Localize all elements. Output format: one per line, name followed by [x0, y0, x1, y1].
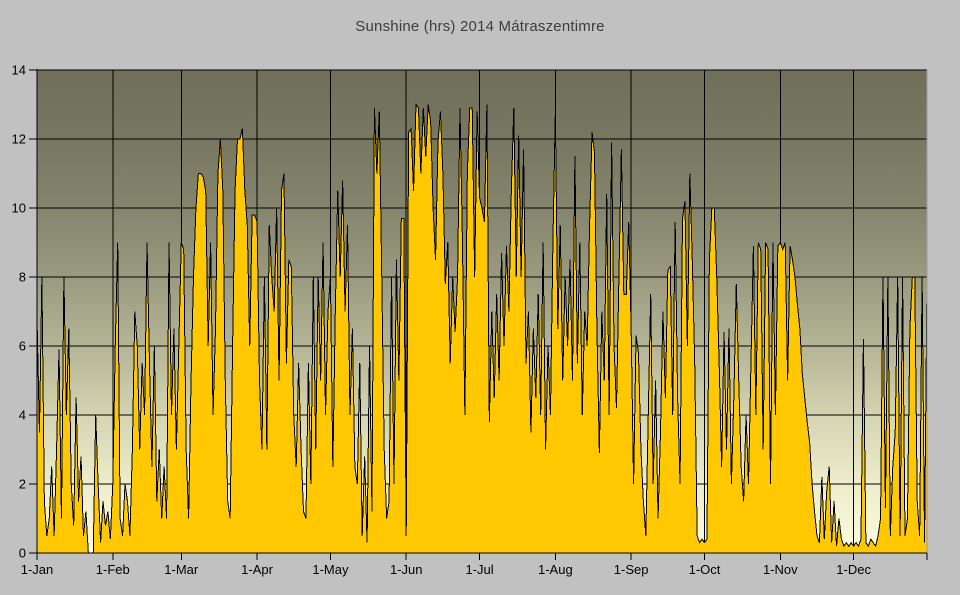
- x-axis-label: 1-Jan: [21, 562, 54, 577]
- x-axis-label: 1-Dec: [836, 562, 871, 577]
- x-axis-label: 1-Jun: [390, 562, 423, 577]
- x-axis-label: 1-Jul: [465, 562, 493, 577]
- y-axis-label: 8: [19, 270, 26, 285]
- x-axis-label: 1-Nov: [763, 562, 798, 577]
- sunshine-area-series: [36, 102, 928, 554]
- x-axis-label: 1-Oct: [689, 562, 721, 577]
- x-axis-label: 1-Apr: [241, 562, 273, 577]
- y-axis-label: 6: [19, 339, 26, 354]
- x-axis-label: 1-Aug: [538, 562, 573, 577]
- x-axis-label: 1-Mar: [164, 562, 199, 577]
- x-axis-label: 1-Feb: [96, 562, 130, 577]
- x-axis-label: 1-Sep: [614, 562, 649, 577]
- y-axis-label: 14: [12, 63, 26, 78]
- x-axis-label: 1-May: [312, 562, 349, 577]
- y-axis-label: 10: [12, 201, 26, 216]
- y-axis-label: 0: [19, 546, 26, 561]
- chart-title: Sunshine (hrs) 2014 Mátraszentimre: [355, 18, 605, 35]
- y-axis-label: 4: [19, 408, 26, 423]
- y-axis-label: 12: [12, 132, 26, 147]
- y-axis-label: 2: [19, 477, 26, 492]
